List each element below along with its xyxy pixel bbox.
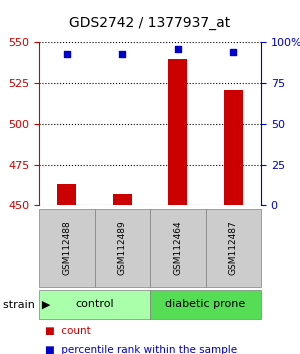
FancyBboxPatch shape [150,290,261,319]
Point [231,50,236,55]
Text: GSM112464: GSM112464 [173,221,182,275]
FancyBboxPatch shape [94,209,150,287]
Text: GDS2742 / 1377937_at: GDS2742 / 1377937_at [69,16,231,30]
Text: GSM112489: GSM112489 [118,221,127,275]
Bar [168,59,188,205]
Bar [224,90,243,205]
Bar [57,184,76,205]
Text: diabetic prone: diabetic prone [165,299,246,309]
Point [64,51,69,57]
FancyBboxPatch shape [206,209,261,287]
Text: strain  ▶: strain ▶ [3,299,50,309]
Text: control: control [75,299,114,309]
FancyBboxPatch shape [39,209,94,287]
FancyBboxPatch shape [39,290,150,319]
Text: ■  percentile rank within the sample: ■ percentile rank within the sample [45,346,237,354]
Bar [112,194,132,205]
FancyBboxPatch shape [150,209,206,287]
Text: GSM112487: GSM112487 [229,221,238,275]
Point [120,51,125,57]
Point [176,46,180,52]
Text: GSM112488: GSM112488 [62,221,71,275]
Text: ■  count: ■ count [45,326,91,336]
